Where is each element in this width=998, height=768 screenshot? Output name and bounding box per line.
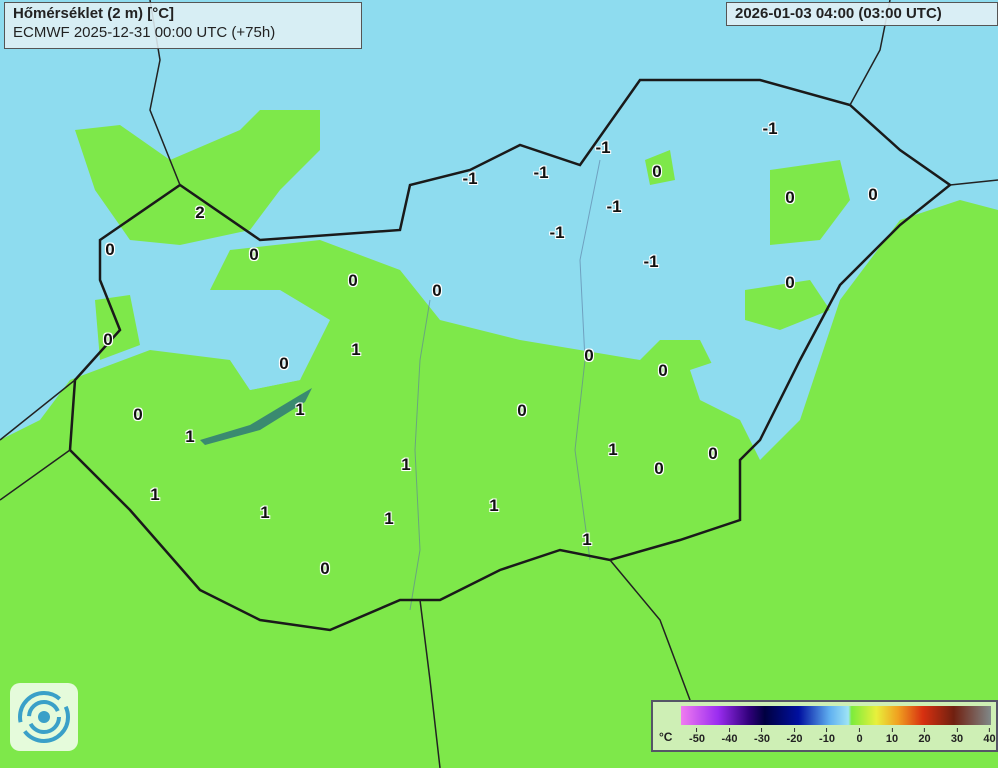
color-scale-bar bbox=[681, 706, 991, 725]
valid-time: 2026-01-03 04:00 (03:00 UTC) bbox=[726, 2, 998, 26]
warm-areas bbox=[0, 110, 998, 768]
temperature-label: 0 bbox=[785, 273, 795, 292]
legend-tick: -50 bbox=[689, 728, 705, 745]
legend-tick: 40 bbox=[983, 728, 995, 745]
legend-tick: -20 bbox=[787, 728, 803, 745]
temperature-label: 0 bbox=[785, 188, 795, 207]
temperature-label: -1 bbox=[595, 138, 611, 157]
legend-tick: -40 bbox=[722, 728, 738, 745]
temperature-label: 0 bbox=[432, 281, 442, 300]
temperature-label: -1 bbox=[762, 119, 778, 138]
legend-tick: 0 bbox=[856, 728, 862, 745]
legend-tick: 30 bbox=[951, 728, 963, 745]
cold-pockets bbox=[230, 320, 730, 400]
country-borders bbox=[68, 78, 953, 632]
temperature-label: -1 bbox=[549, 223, 565, 242]
temperature-label: 0 bbox=[654, 459, 664, 478]
temperature-label: 1 bbox=[384, 509, 394, 528]
legend-tick: 20 bbox=[918, 728, 930, 745]
legend-tick: -10 bbox=[819, 728, 835, 745]
temperature-label: 0 bbox=[279, 354, 289, 373]
temperature-label: 1 bbox=[260, 503, 270, 522]
color-legend: °C -50 -40 -30 -20 -10 0 10 20 30 40 bbox=[651, 700, 998, 752]
temperature-label: 0 bbox=[868, 185, 878, 204]
temperature-label: 1 bbox=[489, 496, 499, 515]
map-title: Hőmérséklet (2 m) [°C] bbox=[13, 5, 175, 22]
temperature-label: 2 bbox=[195, 203, 205, 222]
temperature-label: 0 bbox=[652, 162, 662, 181]
temperature-label: 1 bbox=[582, 530, 592, 549]
temperature-label: -1 bbox=[462, 169, 478, 188]
temperature-label: 1 bbox=[401, 455, 411, 474]
temperature-label: 0 bbox=[133, 405, 143, 424]
temperature-label: 0 bbox=[708, 444, 718, 463]
temperature-label: 1 bbox=[351, 340, 361, 359]
title-box: Hőmérséklet (2 m) [°C] ECMWF 2025-12-31 … bbox=[4, 2, 362, 49]
temperature-label: -1 bbox=[533, 163, 549, 182]
temperature-label: 1 bbox=[150, 485, 160, 504]
temperature-label: 0 bbox=[103, 330, 113, 349]
temperature-label: 1 bbox=[185, 427, 195, 446]
swirl-icon bbox=[18, 691, 70, 743]
temperature-label: 0 bbox=[105, 240, 115, 259]
temperature-label: -1 bbox=[643, 252, 659, 271]
temperature-label: -1 bbox=[606, 197, 622, 216]
legend-tick: -30 bbox=[754, 728, 770, 745]
temperature-label: 0 bbox=[584, 346, 594, 365]
temperature-label: 0 bbox=[517, 401, 527, 420]
legend-tick: 10 bbox=[886, 728, 898, 745]
ecmwf-logo bbox=[10, 683, 78, 751]
temperature-label: 0 bbox=[249, 245, 259, 264]
rivers bbox=[409, 159, 601, 611]
temperature-label: 0 bbox=[320, 559, 330, 578]
model-run: ECMWF 2025-12-31 00:00 UTC (+75h) bbox=[13, 24, 276, 41]
lake-balaton bbox=[200, 388, 312, 445]
temperature-label: 0 bbox=[348, 271, 358, 290]
temperature-label: 0 bbox=[658, 361, 668, 380]
legend-unit: °C bbox=[659, 730, 673, 744]
temperature-label: 1 bbox=[295, 400, 305, 419]
temperature-label: 1 bbox=[608, 440, 618, 459]
